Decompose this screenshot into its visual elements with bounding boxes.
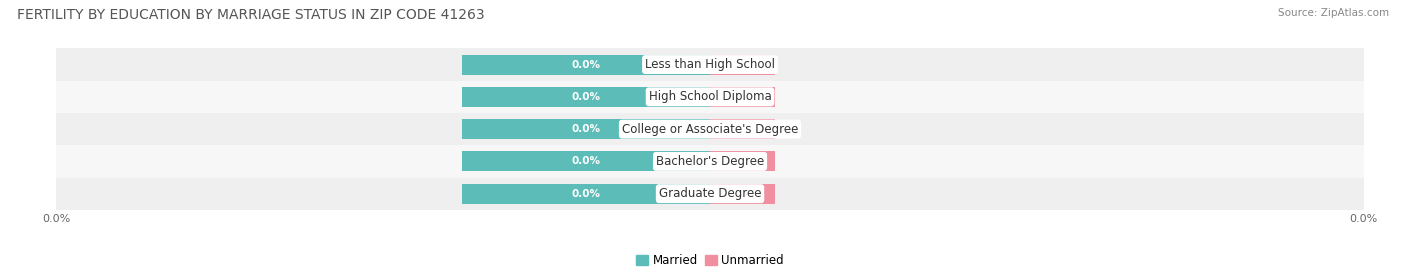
Bar [461,151,710,171]
Text: Graduate Degree: Graduate Degree [659,187,761,200]
Legend: Married, Unmarried: Married, Unmarried [631,249,789,269]
Text: 0.0%: 0.0% [571,189,600,199]
Text: College or Associate's Degree: College or Associate's Degree [621,123,799,136]
Bar [710,184,776,204]
Bar [710,119,776,139]
Bar [56,81,1364,113]
Bar [56,48,1364,81]
Bar [56,113,1364,145]
Text: 0.0%: 0.0% [728,156,758,167]
Text: 0.0%: 0.0% [571,124,600,134]
Bar [461,119,710,139]
Bar [710,151,776,171]
Text: 0.0%: 0.0% [728,92,758,102]
Text: Less than High School: Less than High School [645,58,775,71]
Text: Bachelor's Degree: Bachelor's Degree [657,155,763,168]
Bar [710,55,776,75]
Text: High School Diploma: High School Diploma [648,90,772,103]
Text: 0.0%: 0.0% [728,189,758,199]
Text: FERTILITY BY EDUCATION BY MARRIAGE STATUS IN ZIP CODE 41263: FERTILITY BY EDUCATION BY MARRIAGE STATU… [17,8,485,22]
Bar [710,87,776,107]
Bar [461,55,710,75]
Bar [56,145,1364,178]
Bar [461,184,710,204]
Text: 0.0%: 0.0% [571,92,600,102]
Text: 0.0%: 0.0% [571,156,600,167]
Text: 0.0%: 0.0% [728,124,758,134]
Text: 0.0%: 0.0% [728,59,758,70]
Bar [461,87,710,107]
Text: Source: ZipAtlas.com: Source: ZipAtlas.com [1278,8,1389,18]
Text: 0.0%: 0.0% [571,59,600,70]
Bar [56,178,1364,210]
